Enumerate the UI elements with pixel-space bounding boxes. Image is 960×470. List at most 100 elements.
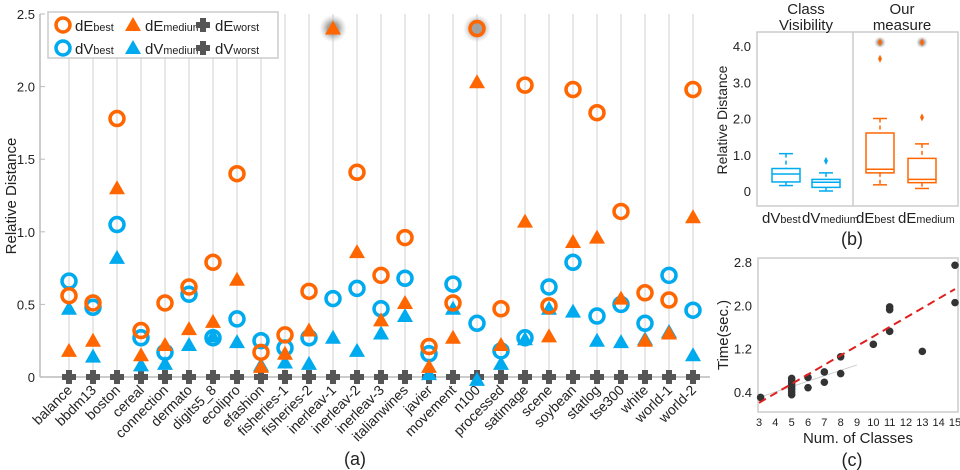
legend-marker xyxy=(125,17,141,31)
x-tick-label: 13 xyxy=(916,417,928,429)
dV-best-marker xyxy=(204,329,222,347)
dE-medium-marker xyxy=(613,290,629,305)
dV-best-marker xyxy=(564,253,582,272)
dE-medium-marker xyxy=(109,180,125,195)
dE-best-marker xyxy=(684,80,702,99)
y-tick-label: 2.0 xyxy=(17,80,35,95)
dE-best-marker xyxy=(348,163,366,182)
dE-medium-marker xyxy=(253,358,269,373)
dV-best-marker xyxy=(108,215,126,234)
dE-worst-marker xyxy=(566,370,580,384)
dV-medium-marker xyxy=(109,249,125,264)
dV-medium-marker xyxy=(133,357,149,372)
dE-worst-marker xyxy=(638,370,652,384)
dV-best-marker xyxy=(636,314,654,333)
dE-medium-marker xyxy=(421,358,437,373)
legend-marker xyxy=(196,41,210,55)
data-point xyxy=(820,368,829,376)
box xyxy=(865,132,895,174)
x-tick-label: 5 xyxy=(789,417,795,429)
dV-medium-marker xyxy=(685,347,701,362)
y-axis-label: Time(sec.) xyxy=(715,300,732,370)
dE-worst-marker xyxy=(182,370,196,384)
dE-worst-marker xyxy=(158,370,172,384)
dE-medium-marker xyxy=(637,332,653,347)
dE-worst-marker xyxy=(326,370,340,384)
x-tick-label: 8 xyxy=(838,417,844,429)
dE-best-marker xyxy=(420,337,438,356)
dV-medium-marker xyxy=(469,371,485,386)
box xyxy=(907,157,937,184)
dE-best-marker xyxy=(540,297,558,315)
dE-medium-marker xyxy=(685,209,701,224)
dE-best-marker xyxy=(588,103,606,122)
legend-marker xyxy=(196,18,210,32)
dV-medium-marker xyxy=(325,329,341,344)
dV-medium-marker xyxy=(589,332,605,347)
dV-best-marker xyxy=(348,279,366,298)
dE-worst-marker xyxy=(110,370,124,384)
dE-best-marker xyxy=(564,80,582,99)
dV-best-marker xyxy=(444,275,462,293)
dE-worst-marker xyxy=(302,370,316,384)
dV-best-marker xyxy=(684,301,702,319)
dV-best-marker xyxy=(252,331,270,350)
dV-medium-marker xyxy=(229,334,245,349)
y-tick-label: 2.8 xyxy=(734,255,752,270)
dV-best-marker xyxy=(468,314,486,333)
dE-medium-marker xyxy=(469,74,485,89)
x-tick-label: 6 xyxy=(805,417,811,429)
dE-worst-marker xyxy=(230,370,244,384)
dE-worst-marker xyxy=(254,370,268,384)
y-tick-label: 2.0 xyxy=(733,112,751,127)
y-tick-label: 0 xyxy=(744,184,751,199)
dE-worst-marker xyxy=(590,370,604,384)
dE-best-marker xyxy=(156,294,174,312)
plot-frame-b xyxy=(756,31,959,207)
dE-medium-marker xyxy=(205,313,221,328)
dE-best-marker xyxy=(204,253,222,272)
data-point xyxy=(885,327,894,336)
dE-worst-marker xyxy=(398,370,412,384)
dV-best-marker xyxy=(660,266,678,285)
dE-best-marker xyxy=(252,343,270,362)
dE-best-marker xyxy=(396,228,414,247)
dE-medium-marker xyxy=(277,345,293,360)
data-point xyxy=(951,261,959,270)
legend xyxy=(47,11,279,59)
dV-medium-marker xyxy=(421,366,437,381)
legend-label: dVbest xyxy=(75,41,114,58)
dE-best-marker xyxy=(372,266,390,285)
dE-best-marker xyxy=(516,76,534,94)
dV-best-marker xyxy=(228,310,246,328)
dE-medium-marker xyxy=(301,322,317,337)
y-tick-label: 1.2 xyxy=(734,342,752,357)
dE-best-marker xyxy=(84,294,102,312)
dE-best-marker xyxy=(300,282,318,301)
dV-medium-marker xyxy=(277,354,293,369)
dE-worst-marker xyxy=(62,370,76,384)
dV-medium-marker xyxy=(373,325,389,340)
dV-best-marker xyxy=(516,329,534,347)
dE-best-marker xyxy=(228,164,246,183)
outlier-marker xyxy=(824,156,828,165)
dE-medium-marker xyxy=(397,294,413,309)
y-tick-label: 4.0 xyxy=(733,39,751,54)
dV-medium-marker xyxy=(181,337,197,352)
data-point xyxy=(869,340,878,349)
dV-best-marker xyxy=(396,269,414,288)
x-tick-label: 14 xyxy=(933,417,945,429)
legend-marker xyxy=(125,40,141,54)
box-label: dEbest xyxy=(856,210,895,227)
dE-worst-marker xyxy=(86,370,100,384)
dV-medium-marker xyxy=(61,300,77,315)
legend-label: dEmedium xyxy=(145,18,202,35)
dV-medium-marker xyxy=(205,328,221,343)
dE-best-marker xyxy=(468,19,486,38)
dE-worst-marker xyxy=(278,370,292,384)
group-title: Our xyxy=(889,1,914,18)
dE-best-marker xyxy=(180,278,198,296)
dV-medium-marker xyxy=(613,334,629,349)
x-tick-label: 12 xyxy=(900,417,912,429)
